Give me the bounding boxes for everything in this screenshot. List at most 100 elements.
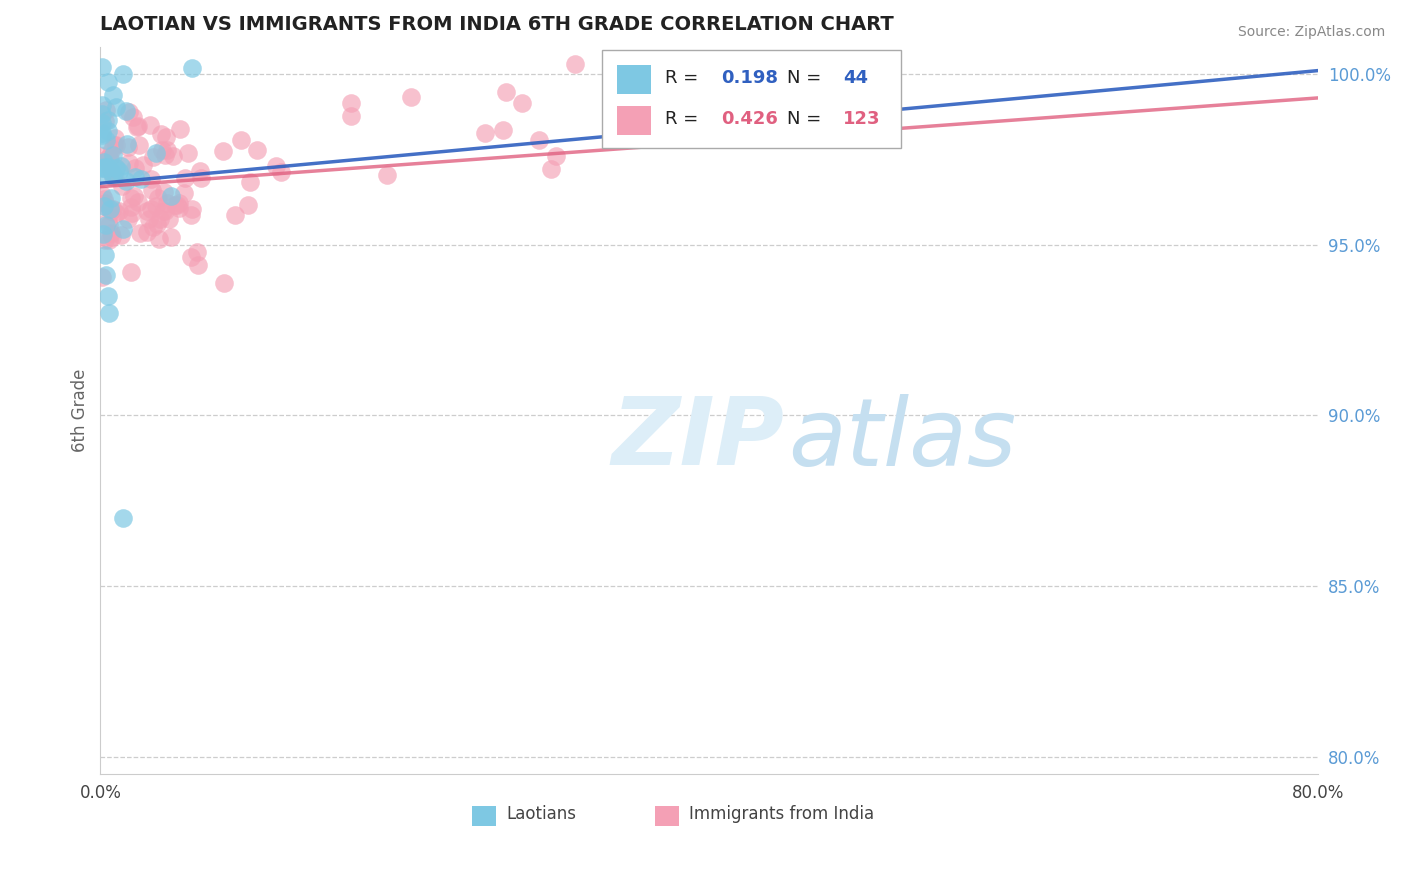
Point [100, 142, 122, 156]
Point [212, 145, 235, 159]
Point [540, 161, 562, 176]
Point [180, 202, 202, 216]
Point [93, 198, 115, 212]
Point [112, 511, 135, 525]
Bar [617, 106, 651, 136]
Point [93, 114, 115, 128]
Point [104, 137, 127, 152]
Point [246, 143, 269, 157]
Text: N =: N = [787, 111, 827, 128]
Point [167, 195, 190, 210]
Point [91, 149, 114, 163]
Point [239, 175, 262, 189]
Point [90, 188, 112, 202]
Text: LAOTIAN VS IMMIGRANTS FROM INDIA 6TH GRADE CORRELATION CHART: LAOTIAN VS IMMIGRANTS FROM INDIA 6TH GRA… [100, 15, 894, 34]
Point [121, 206, 143, 220]
Point [474, 126, 496, 140]
Point [122, 189, 145, 203]
Point [180, 250, 202, 264]
Point [90, 98, 112, 112]
Point [104, 161, 127, 175]
Point [157, 212, 180, 227]
Point [492, 123, 515, 137]
Point [160, 230, 183, 244]
Point [91, 166, 114, 180]
Point [105, 206, 128, 220]
Point [100, 191, 122, 205]
Point [180, 61, 202, 75]
Point [90, 60, 112, 74]
Point [142, 220, 165, 235]
Point [115, 103, 138, 118]
Text: Immigrants from India: Immigrants from India [689, 805, 873, 823]
Point [779, 56, 801, 70]
Point [136, 225, 159, 239]
Point [117, 140, 139, 154]
Point [236, 198, 259, 212]
Text: 0.426: 0.426 [721, 111, 779, 128]
Point [101, 169, 124, 183]
Bar [655, 806, 679, 826]
Text: R =: R = [665, 69, 704, 87]
Point [180, 208, 202, 222]
Point [97, 112, 120, 127]
Point [150, 127, 173, 141]
Text: 0.198: 0.198 [721, 69, 779, 87]
Point [98, 152, 121, 166]
Point [97, 160, 120, 174]
Point [138, 212, 160, 227]
Point [115, 174, 138, 188]
Point [141, 183, 163, 197]
Point [141, 171, 163, 186]
Point [127, 194, 149, 209]
Text: R =: R = [665, 111, 704, 128]
Point [734, 82, 756, 96]
Bar [472, 806, 496, 826]
Point [145, 145, 167, 160]
Point [495, 85, 517, 99]
Text: atlas: atlas [789, 394, 1017, 485]
Point [96, 103, 118, 117]
Point [100, 164, 122, 178]
Point [108, 204, 131, 219]
Point [224, 208, 246, 222]
Text: N =: N = [787, 69, 827, 87]
Point [96, 268, 118, 283]
Point [96, 152, 118, 166]
Point [166, 197, 188, 211]
Point [93, 199, 115, 213]
Point [153, 185, 176, 199]
Point [152, 203, 174, 218]
Point [122, 110, 145, 124]
Point [375, 168, 398, 182]
Point [98, 306, 121, 320]
FancyBboxPatch shape [602, 50, 900, 148]
Bar [617, 65, 651, 94]
Point [105, 100, 128, 114]
Point [156, 195, 179, 210]
Point [90, 126, 112, 140]
Point [153, 148, 176, 162]
Point [167, 202, 190, 216]
Point [782, 56, 804, 70]
Point [101, 148, 124, 162]
Point [93, 161, 115, 176]
Point [163, 198, 186, 212]
Point [97, 214, 120, 228]
Point [120, 265, 142, 279]
Text: ZIP: ZIP [612, 393, 785, 485]
Point [93, 227, 115, 242]
Point [94, 233, 117, 247]
Point [98, 218, 121, 232]
Text: Laotians: Laotians [506, 805, 576, 823]
Point [146, 217, 169, 231]
Point [169, 121, 191, 136]
Point [212, 276, 235, 290]
Point [110, 159, 132, 173]
Point [340, 96, 363, 111]
Point [153, 203, 176, 218]
Point [91, 270, 114, 285]
Point [825, 71, 848, 86]
Point [97, 154, 120, 169]
Point [128, 137, 150, 152]
